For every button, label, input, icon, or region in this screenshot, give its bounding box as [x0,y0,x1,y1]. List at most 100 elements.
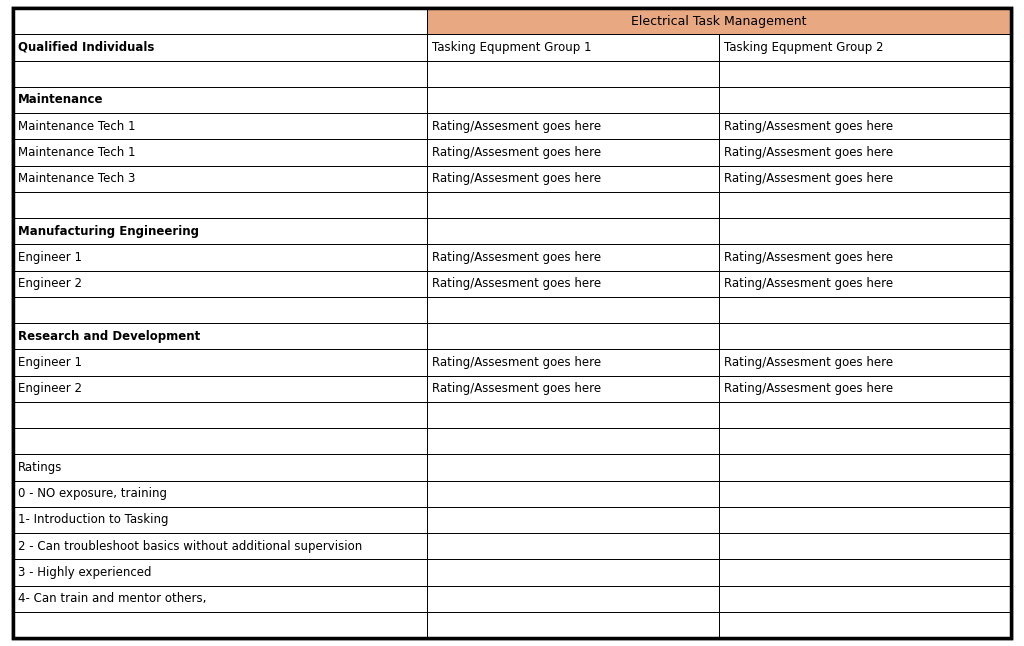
Text: Maintenance Tech 3: Maintenance Tech 3 [18,172,135,185]
Bar [13,87,427,113]
Bar [719,506,1011,533]
Bar [719,34,1011,61]
Bar [719,113,1011,140]
Bar [13,349,427,375]
Bar [13,612,427,638]
Text: Rating/Assesment goes here: Rating/Assesment goes here [724,120,893,132]
Text: Maintenance: Maintenance [18,94,103,107]
Text: Engineer 1: Engineer 1 [18,356,82,369]
Bar [427,218,719,244]
Text: Tasking Equpment Group 1: Tasking Equpment Group 1 [432,41,592,54]
Bar [427,585,719,612]
Bar [13,297,427,323]
Bar [719,61,1011,87]
Bar [427,323,719,349]
Bar [427,506,719,533]
Text: Maintenance Tech 1: Maintenance Tech 1 [18,146,135,159]
Text: Rating/Assesment goes here: Rating/Assesment goes here [724,277,893,290]
Bar [13,61,427,87]
Bar [719,585,1011,612]
Bar [13,559,427,585]
Bar [719,271,1011,297]
Text: 3 - Highly experienced: 3 - Highly experienced [18,566,152,579]
Bar [13,428,427,454]
Text: Maintenance Tech 1: Maintenance Tech 1 [18,120,135,132]
Bar [13,454,427,481]
Text: Tasking Equpment Group 2: Tasking Equpment Group 2 [724,41,883,54]
Bar [13,113,427,140]
Text: Electrical Task Management: Electrical Task Management [632,15,807,28]
Bar [13,140,427,165]
Bar [13,585,427,612]
Bar [427,375,719,402]
Bar [427,192,719,218]
Text: Rating/Assesment goes here: Rating/Assesment goes here [432,382,601,395]
Bar [719,559,1011,585]
Bar [427,428,719,454]
Text: 4- Can train and mentor others,: 4- Can train and mentor others, [18,592,207,605]
Text: Rating/Assesment goes here: Rating/Assesment goes here [724,356,893,369]
Bar [427,454,719,481]
Bar [427,165,719,192]
Text: Rating/Assesment goes here: Rating/Assesment goes here [724,146,893,159]
Text: 2 - Can troubleshoot basics without additional supervision: 2 - Can troubleshoot basics without addi… [18,539,362,552]
Text: Rating/Assesment goes here: Rating/Assesment goes here [432,120,601,132]
Text: Rating/Assesment goes here: Rating/Assesment goes here [432,277,601,290]
Bar [427,61,719,87]
Bar [427,244,719,271]
Bar [13,402,427,428]
Bar [719,165,1011,192]
Bar [719,244,1011,271]
Bar [427,297,719,323]
Bar [719,140,1011,165]
Bar [427,140,719,165]
Bar [719,349,1011,375]
Bar [13,533,427,559]
Bar [427,8,1011,34]
Bar [427,113,719,140]
Text: Rating/Assesment goes here: Rating/Assesment goes here [432,172,601,185]
Bar [13,192,427,218]
Bar [13,481,427,506]
Bar [719,428,1011,454]
Bar [427,34,719,61]
Text: Rating/Assesment goes here: Rating/Assesment goes here [432,251,601,264]
Bar [719,481,1011,506]
Bar [13,34,427,61]
Bar [719,323,1011,349]
Text: 0 - NO exposure, training: 0 - NO exposure, training [18,487,167,500]
Bar [13,323,427,349]
Bar [719,218,1011,244]
Text: 1- Introduction to Tasking: 1- Introduction to Tasking [18,514,169,526]
Bar [13,271,427,297]
Text: Manufacturing Engineering: Manufacturing Engineering [18,225,199,238]
Bar [719,402,1011,428]
Text: Rating/Assesment goes here: Rating/Assesment goes here [724,251,893,264]
Bar [427,87,719,113]
Bar [13,506,427,533]
Text: Rating/Assesment goes here: Rating/Assesment goes here [432,356,601,369]
Bar [719,87,1011,113]
Bar [13,375,427,402]
Text: Research and Development: Research and Development [18,329,201,342]
Bar [719,297,1011,323]
Bar [427,402,719,428]
Bar [427,533,719,559]
Bar [719,533,1011,559]
Bar [719,375,1011,402]
Text: Engineer 2: Engineer 2 [18,277,82,290]
Text: Rating/Assesment goes here: Rating/Assesment goes here [432,146,601,159]
Text: Rating/Assesment goes here: Rating/Assesment goes here [724,172,893,185]
Bar [13,218,427,244]
Bar [13,244,427,271]
Bar [13,8,427,34]
Text: Engineer 1: Engineer 1 [18,251,82,264]
Text: Engineer 2: Engineer 2 [18,382,82,395]
Bar [427,612,719,638]
Bar [427,349,719,375]
Bar [427,559,719,585]
Bar [719,612,1011,638]
Bar [13,165,427,192]
Text: Ratings: Ratings [18,461,62,474]
Bar [719,454,1011,481]
